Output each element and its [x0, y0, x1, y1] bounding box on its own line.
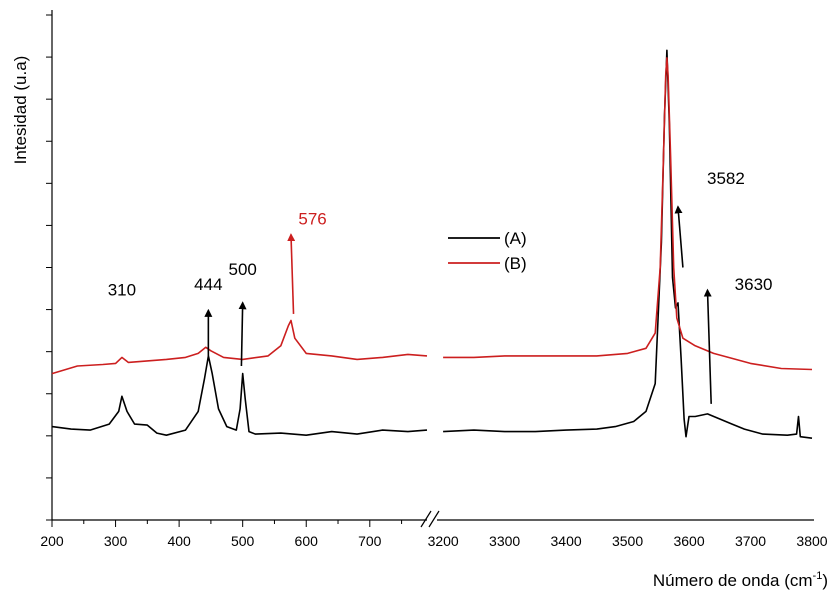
annotation-label: 310: [108, 280, 136, 299]
series-line-right: [443, 57, 813, 371]
x-tick-label: 3700: [735, 533, 766, 549]
x-axis-label-exponent: -1: [813, 570, 823, 582]
series-line-left: [51, 319, 428, 375]
x-tick-label: 200: [40, 533, 64, 549]
annotation-label: 576: [298, 210, 326, 229]
x-tick-label: 500: [231, 533, 255, 549]
x-tick-label: 300: [104, 533, 128, 549]
annotation-arrow: [674, 205, 684, 268]
x-tick-label: 700: [358, 533, 382, 549]
x-axis-label-text: Número de onda (cm: [653, 571, 813, 590]
axes: 200 300 400 500 600 700 3200 3300 3400 3500 3600 37…: [40, 10, 828, 549]
x-tick-label: 600: [295, 533, 319, 549]
legend-label: (A): [504, 229, 527, 248]
legend-label: (B): [504, 254, 527, 273]
axis-break-mark: [420, 510, 432, 528]
x-tick-label: 3300: [489, 533, 520, 549]
annotation-label: 3630: [735, 275, 773, 294]
annotation-arrow: [703, 288, 712, 404]
x-axis-label: Número de onda (cm-1): [653, 570, 828, 590]
x-tick-label: 3600: [673, 533, 704, 549]
annotation-arrow: [287, 233, 296, 314]
x-tick-label: 3200: [428, 533, 459, 549]
peak-annotations: 310444500576356435823630: [108, 169, 773, 404]
x-tick-label: 400: [167, 533, 191, 549]
y-axis-label: Intesidad (u.a): [11, 56, 30, 165]
series-lines: [51, 49, 813, 439]
annotation-arrow: [238, 301, 247, 366]
series-line-right: [443, 49, 813, 439]
series-line-left: [51, 355, 428, 436]
annotation-label: 444: [194, 275, 222, 294]
annotation-label: 3582: [707, 169, 745, 188]
x-axis-label-close: ): [822, 571, 828, 590]
annotation-label: 500: [228, 260, 256, 279]
legend: (A) (B): [448, 229, 527, 273]
x-tick-label: 3800: [796, 533, 827, 549]
x-tick-label: 3400: [551, 533, 582, 549]
axis-break-mark: [428, 510, 440, 528]
x-tick-label: 3500: [612, 533, 643, 549]
